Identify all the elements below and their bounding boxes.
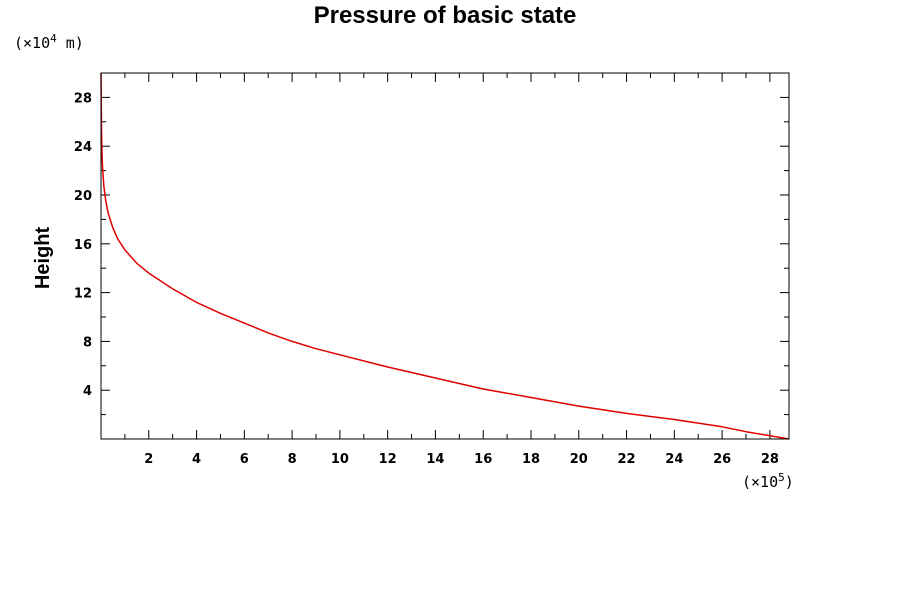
- series-line: [100, 72, 790, 440]
- x-tick-label: 4: [192, 452, 201, 467]
- x-tick-label: 18: [522, 452, 540, 467]
- y-tick-label: 12: [74, 287, 92, 302]
- x-tick-label: 24: [665, 452, 683, 467]
- x-tick-label: 22: [618, 452, 636, 467]
- x-tick-label: 14: [426, 452, 444, 467]
- y-tick-label: 4: [83, 384, 92, 399]
- chart-title: Pressure of basic state: [314, 2, 577, 29]
- y-tick-label: 28: [74, 91, 92, 106]
- y-axis-label: Height: [32, 227, 54, 290]
- y-tick-label: 8: [83, 335, 92, 350]
- y-tick-label: 16: [74, 238, 92, 253]
- x-tick-label: 6: [240, 452, 249, 467]
- x-tick-label: 2: [144, 452, 153, 467]
- y-tick-label: 20: [74, 189, 92, 204]
- x-tick-label: 20: [570, 452, 588, 467]
- x-tick-label: 16: [474, 452, 492, 467]
- y-axis-unit: (×104 m): [14, 32, 84, 52]
- x-tick-label: 8: [288, 452, 297, 467]
- x-axis-unit: (×105): [742, 471, 794, 491]
- x-tick-label: 26: [713, 452, 731, 467]
- y-tick-label: 24: [74, 140, 92, 155]
- series-layer: [100, 72, 790, 440]
- x-tick-label: 10: [331, 452, 349, 467]
- x-tick-label: 12: [379, 452, 397, 467]
- plot-frame: [100, 72, 790, 440]
- x-tick-label: 28: [761, 452, 779, 467]
- axis-ticks: [101, 72, 789, 439]
